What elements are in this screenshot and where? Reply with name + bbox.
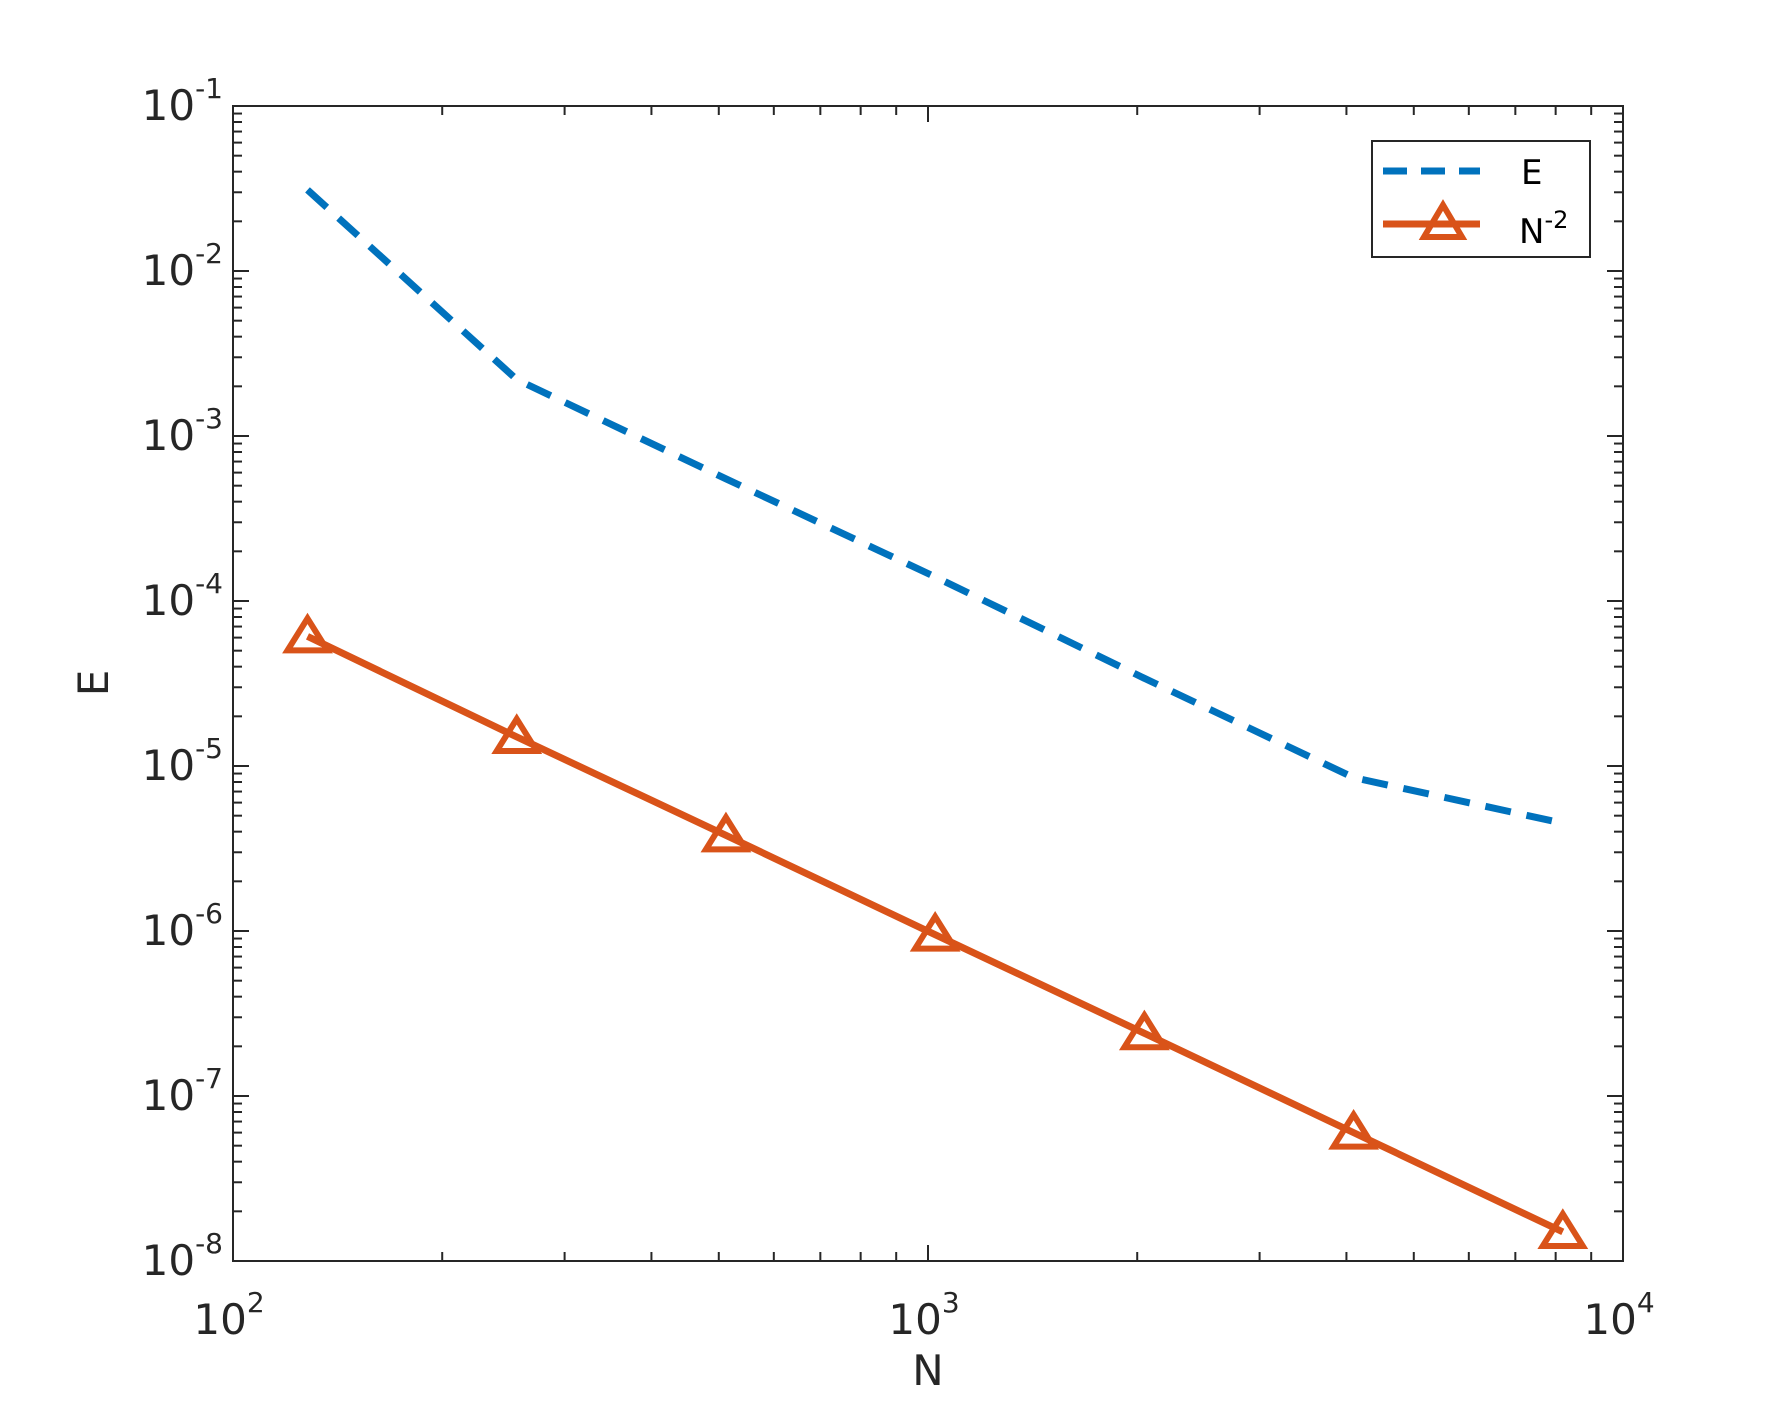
y-tick-label: 10-8 [142,1227,223,1285]
y-tick-label-base: 10 [142,1236,195,1285]
y-tick-label-exp: -2 [195,237,223,270]
y-tick-label-exp: -8 [195,1227,223,1260]
y-tick-label-exp: -1 [195,72,223,105]
y-tick-label: 10-7 [142,1062,223,1120]
y-axis-label: E [69,670,118,697]
y-tick-label-exp: -7 [195,1062,223,1095]
y-tick-label-base: 10 [142,411,195,460]
data-point-marker [282,612,333,654]
series-line-1 [305,633,1565,1236]
legend-triangle-marker [1418,199,1468,240]
x-tick-label: 102 [193,1286,264,1344]
y-tick-label-base: 10 [142,906,195,955]
y-tick-label: 10-2 [142,237,223,295]
y-tick-label: 10-4 [142,567,223,625]
x-tick-label-exp: 2 [247,1286,265,1319]
y-tick-label: 10-5 [142,732,223,790]
plot-area [233,106,1623,1261]
y-tick-label-exp: -5 [195,732,223,765]
data-point-marker [1118,1009,1170,1051]
y-tick-label-exp: -4 [195,567,223,600]
minor-ticks [233,106,1623,1261]
y-tick-label-exp: -3 [195,402,223,435]
x-tick-label: 104 [1583,1286,1654,1344]
x-tick-label-base: 10 [1583,1295,1636,1344]
y-tick-label: 10-6 [142,897,223,955]
plot-frame [232,105,1624,1262]
y-tick-label-base: 10 [142,1071,195,1120]
x-axis-label: N [912,1346,943,1395]
x-tick-label-base: 10 [193,1295,246,1344]
y-tick-labels: 10-110-210-310-410-510-610-710-8 [142,72,223,1285]
data-point-marker [700,811,752,853]
series-layer [282,187,1589,1249]
data-point-marker [909,911,961,952]
x-tick-label-exp: 3 [942,1286,960,1319]
y-tick-label-exp: -6 [195,897,223,930]
x-tick-label-base: 10 [888,1295,941,1344]
y-tick-label: 10-3 [142,402,223,460]
x-tick-labels: 102 103 104 [193,1286,1654,1344]
y-tick-label-base: 10 [142,246,195,295]
legend-box [1371,140,1591,258]
legend-label-n2-base: N [1519,212,1544,252]
data-point-marker [491,713,543,754]
y-tick-label-base: 10 [142,81,195,130]
y-tick-label-base: 10 [142,741,195,790]
data-point-marker [1328,1108,1380,1150]
x-tick-label: 103 [888,1286,959,1344]
legend-label-n2-exp: -2 [1544,206,1568,234]
data-point-marker [1537,1208,1589,1249]
legend: E N-2 [1371,140,1591,258]
legend-label-n2: N-2 [1519,206,1568,252]
y-tick-label-base: 10 [142,576,195,625]
x-tick-label-exp: 4 [1637,1286,1655,1319]
legend-label-e: E [1521,153,1542,193]
y-tick-label: 10-1 [142,72,223,130]
